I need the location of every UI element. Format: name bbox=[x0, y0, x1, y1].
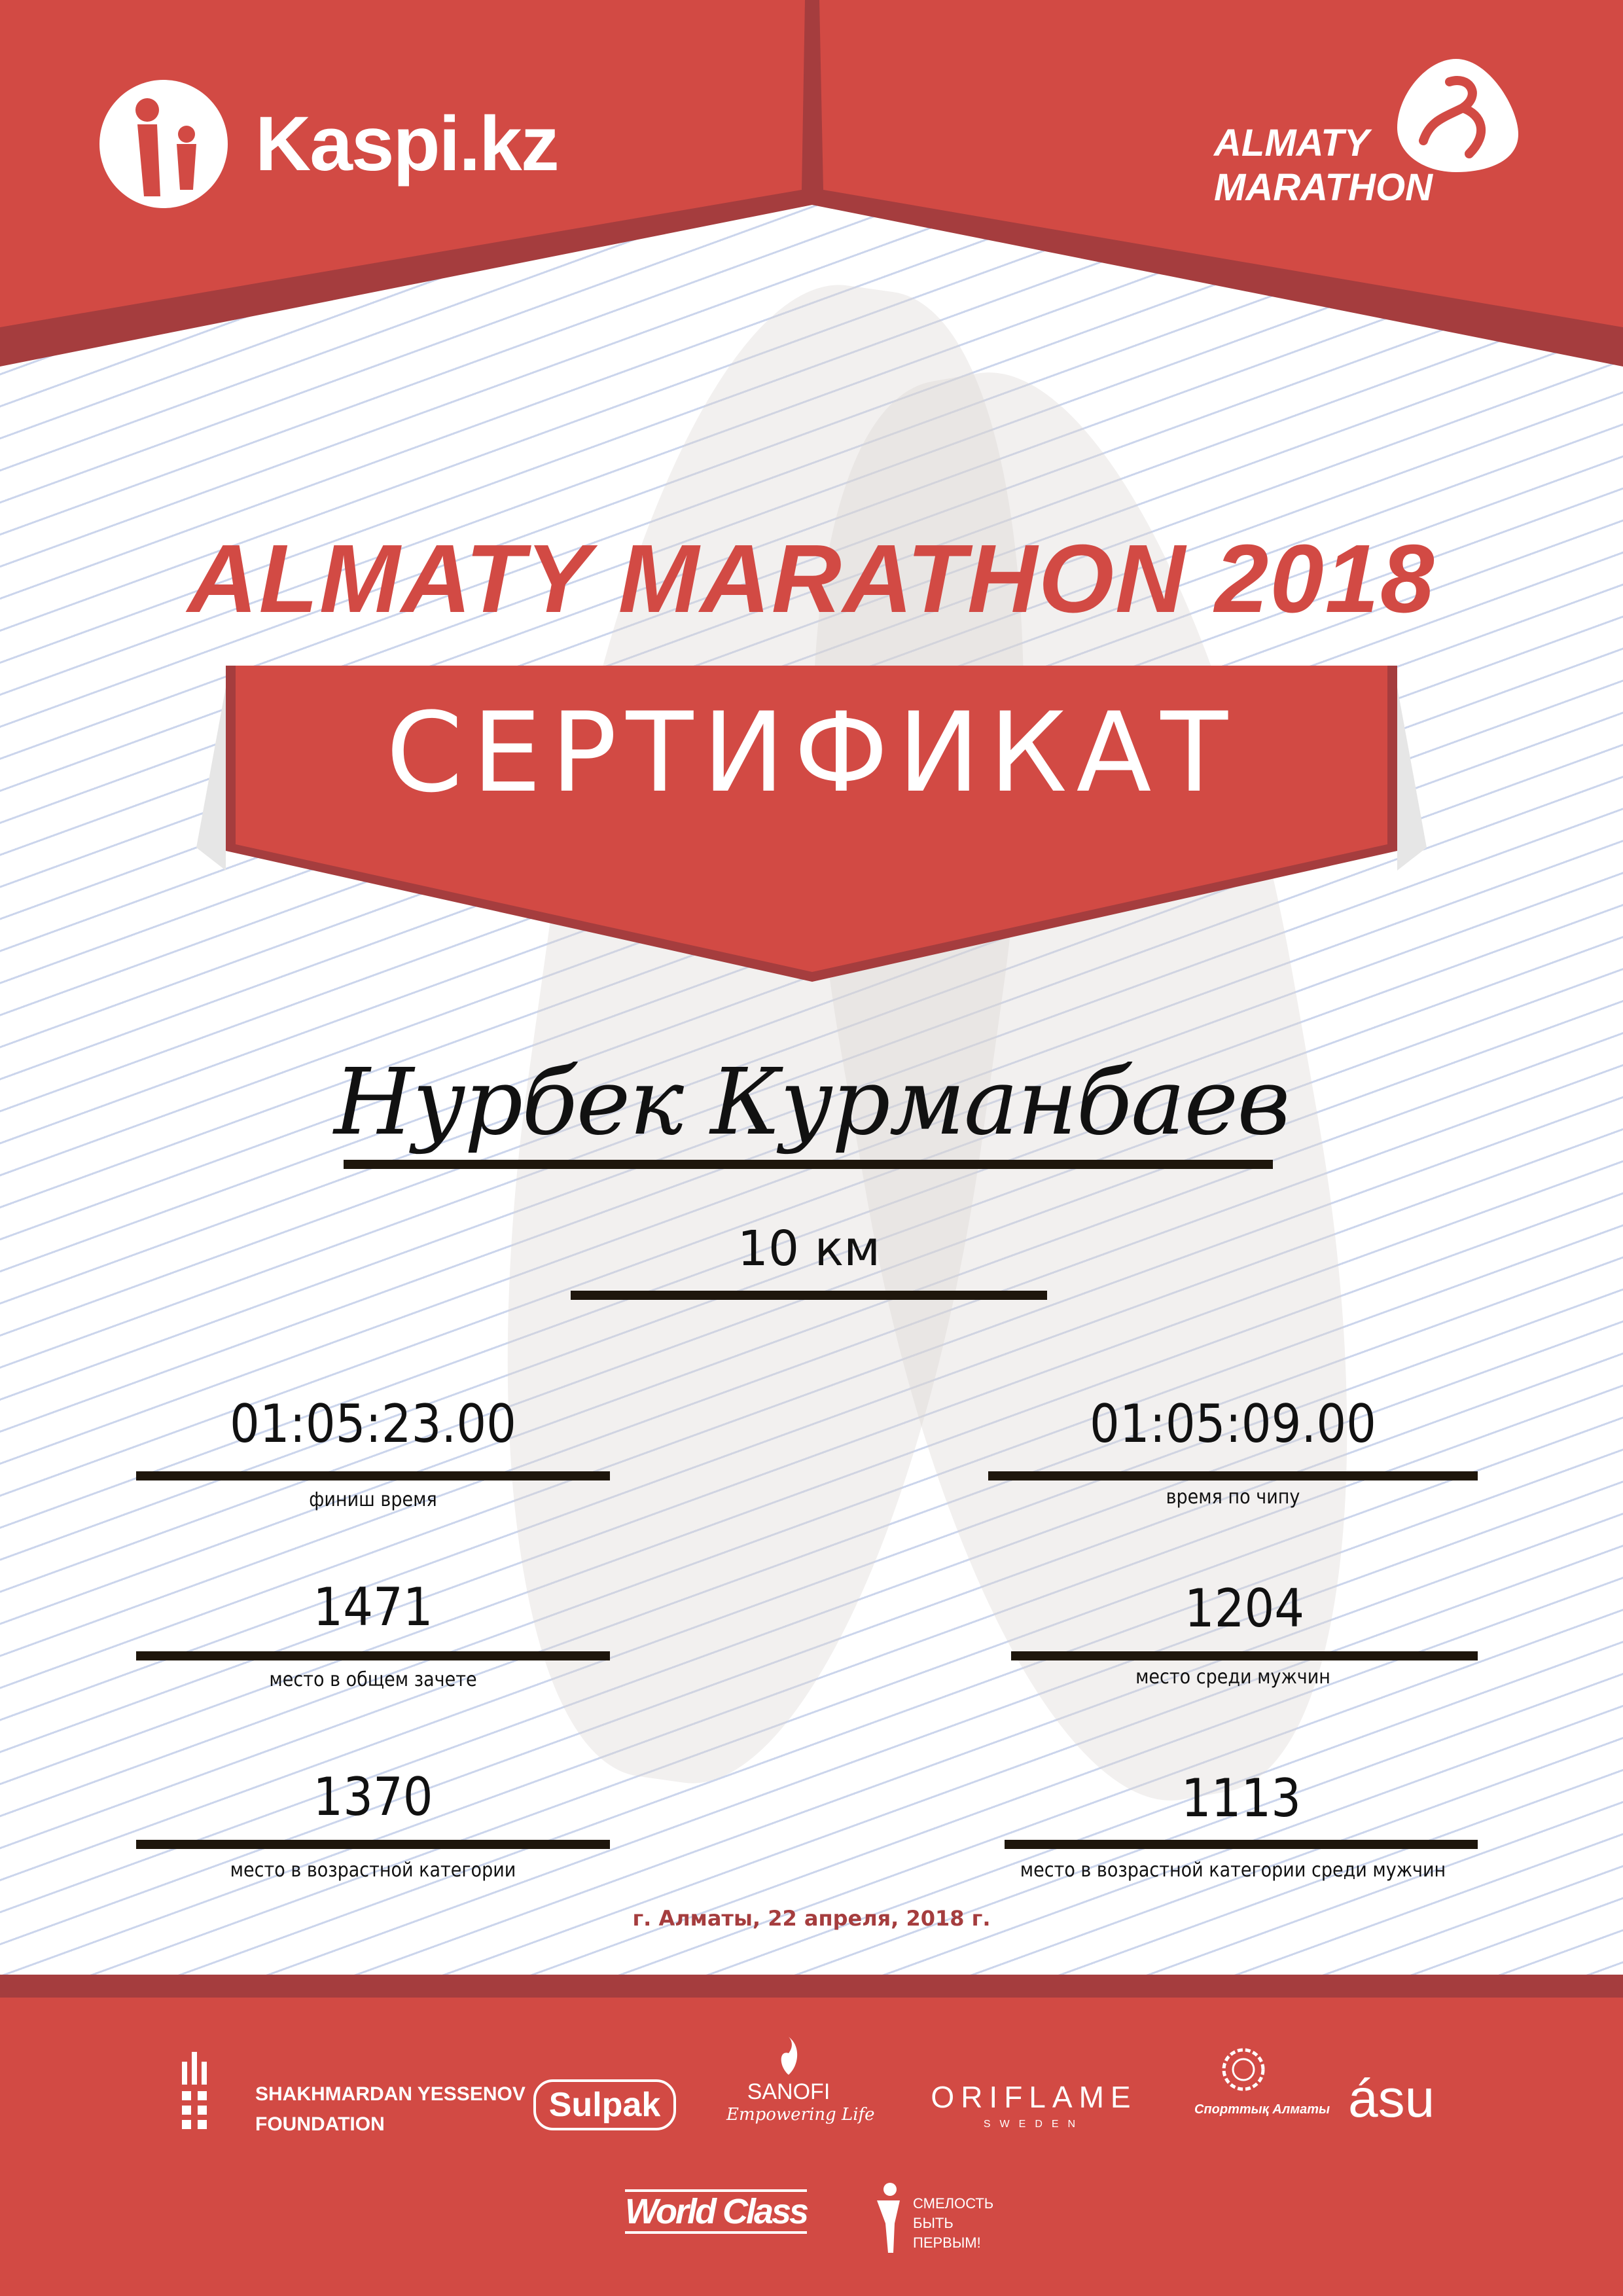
certificate-heading: СЕРТИФИКАТ bbox=[385, 689, 1238, 817]
runner-drop-icon bbox=[1397, 59, 1518, 172]
yessenov-icon bbox=[182, 2052, 207, 2129]
participant-name: Нурбек Курманбаев bbox=[334, 1049, 1291, 1156]
kaspi-logo: Kaspi.kz bbox=[98, 79, 560, 209]
age-gender-place-label: место в возрастной категории среди мужчи… bbox=[1020, 1859, 1446, 1882]
chip-time-value: 01:05:09.00 bbox=[1090, 1393, 1376, 1454]
chip-time-label: время по чипу bbox=[1166, 1486, 1300, 1509]
kaspi-wordmark: Kaspi.kz bbox=[255, 101, 560, 187]
gender-place-label: место среди мужчин bbox=[1135, 1666, 1330, 1689]
yessenov-logo: SHAKHMARDAN YESSENOV FOUNDATION bbox=[255, 2083, 526, 2135]
logo-line-2: MARATHON bbox=[1214, 166, 1433, 209]
sponsors-footer: SHAKHMARDAN YESSENOV FOUNDATION Sulpak SA… bbox=[0, 1998, 1623, 2296]
chip-time-underline bbox=[988, 1471, 1478, 1480]
sport-almaty-logo: Спорттық Алматы bbox=[1194, 2040, 1330, 2117]
sulpak-logo: Sulpak bbox=[533, 2079, 676, 2130]
oriflame-logo: ORIFLAME SWEDEN bbox=[931, 2080, 1137, 2130]
footer-divider bbox=[0, 1975, 1623, 1998]
name-underline bbox=[344, 1160, 1273, 1169]
date-place: г. Алматы, 22 апреля, 2018 г. bbox=[632, 1906, 991, 1931]
age-place-label: место в возрастной категории bbox=[230, 1859, 516, 1882]
age-place-underline bbox=[136, 1840, 610, 1849]
overall-place-underline bbox=[136, 1651, 610, 1660]
fund-logo: СМЕЛОСТЬ БЫТЬ ПЕРВЫМ! bbox=[913, 2195, 994, 2251]
age-gender-place-value: 1113 bbox=[1181, 1768, 1302, 1829]
sanofi-bird-icon bbox=[781, 2037, 798, 2075]
fund-figure-icon bbox=[877, 2183, 900, 2253]
event-title: ALMATY MARATHON 2018 bbox=[187, 525, 1436, 633]
header-band bbox=[0, 0, 1623, 367]
sport-almaty-emblem-icon bbox=[1222, 2048, 1265, 2091]
gender-place-underline bbox=[1011, 1651, 1478, 1660]
worldclass-logo: World Class bbox=[625, 2189, 809, 2234]
gender-place-value: 1204 bbox=[1184, 1578, 1305, 1639]
finish-time-label: финиш время bbox=[309, 1488, 437, 1511]
asu-logo: ásu bbox=[1348, 2069, 1435, 2128]
overall-place-label: место в общем зачете bbox=[269, 1668, 477, 1691]
almaty-marathon-logo: ALMATY MARATHON bbox=[1214, 56, 1528, 219]
finish-time-value: 01:05:23.00 bbox=[230, 1393, 516, 1454]
distance-underline bbox=[571, 1291, 1047, 1300]
kaspi-people-icon bbox=[99, 80, 228, 208]
logo-line-1: ALMATY bbox=[1214, 122, 1370, 164]
finish-time-underline bbox=[136, 1471, 610, 1480]
sanofi-logo: SANOFI Empowering Life bbox=[726, 2037, 875, 2125]
age-gender-place-underline bbox=[1005, 1840, 1478, 1849]
age-place-value: 1370 bbox=[313, 1767, 433, 1827]
distance: 10 км bbox=[737, 1221, 881, 1277]
overall-place-value: 1471 bbox=[313, 1577, 433, 1638]
